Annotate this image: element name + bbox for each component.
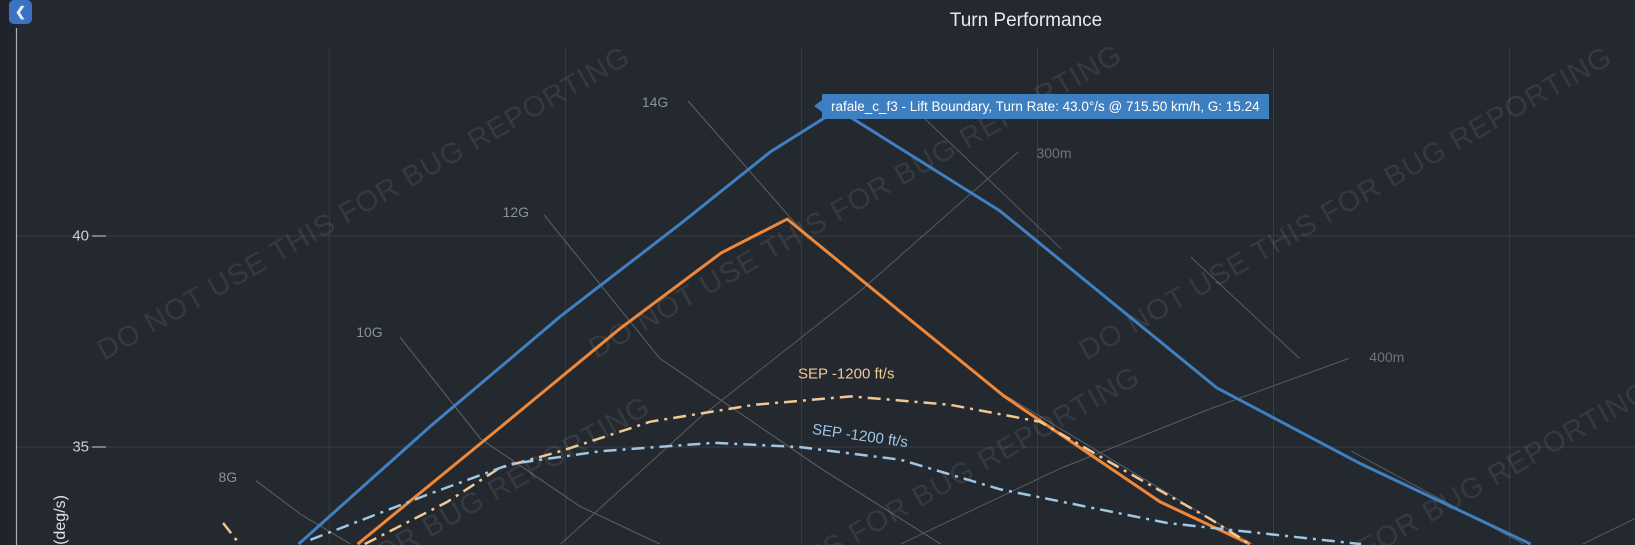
y-axis-title: (deg/s) <box>51 495 69 545</box>
reference-line <box>919 113 1062 250</box>
radius-line-400m <box>900 357 1350 545</box>
g-line-12g <box>543 214 941 545</box>
series-sep-contour-blue <box>309 441 1362 545</box>
g-line-8g <box>255 480 351 545</box>
series-sep-contour-tan-fragment <box>222 522 241 545</box>
left-edge-strip <box>0 0 15 545</box>
reference-line <box>1190 256 1300 359</box>
back-button[interactable]: ❮ <box>9 0 32 24</box>
hover-tooltip: rafale_c_f3 - Lift Boundary, Turn Rate: … <box>814 93 1269 119</box>
radius-line-300m <box>560 151 1019 545</box>
reference-line <box>1582 518 1635 545</box>
series-lift-boundary-rafale <box>297 107 1532 545</box>
g-line-10g <box>399 336 661 545</box>
series-sep-contour-tan <box>364 395 1251 545</box>
series-lift-boundary-orange <box>356 217 1251 545</box>
chart-title: Turn Performance <box>949 10 1103 31</box>
